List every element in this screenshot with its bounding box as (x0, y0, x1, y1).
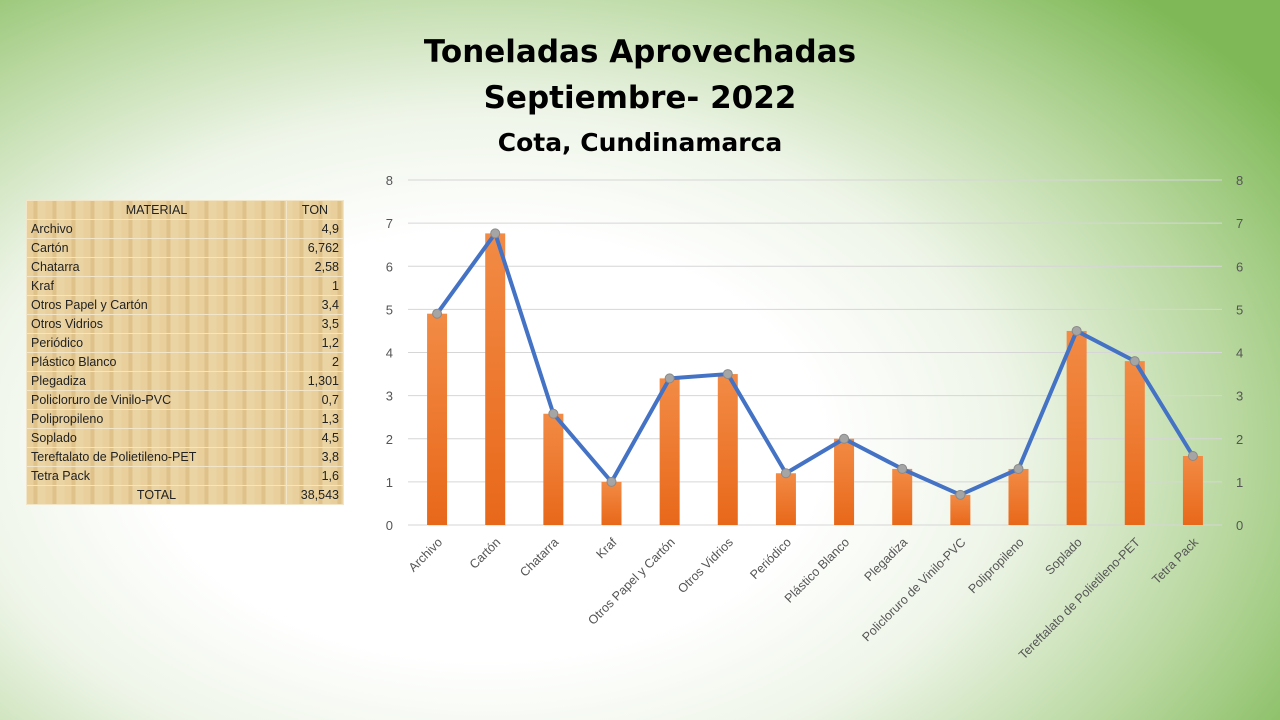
x-tick-label: Otros Vidrios (675, 535, 736, 596)
table-row: Kraf 1 (26, 276, 344, 296)
material-name: Kraf (26, 276, 287, 296)
material-name: Soplado (26, 428, 287, 448)
y-tick-right: 2 (1236, 432, 1243, 447)
series-line (435, 231, 1195, 497)
x-tick-label: Kraf (594, 535, 620, 561)
bar (427, 313, 448, 525)
table-row: Otros Papel y Cartón 3,4 (26, 295, 344, 315)
line-point (1071, 325, 1082, 336)
y-tick-right: 6 (1236, 259, 1243, 274)
line-point (897, 463, 908, 474)
y-tick-left: 3 (386, 389, 393, 404)
chart-title-date: Septiembre- 2022 (483, 80, 797, 116)
y-tick-left: 4 (386, 346, 393, 361)
line-point (490, 228, 501, 239)
y-tick-right: 7 (1236, 216, 1243, 231)
table-row: Plegadiza 1,301 (26, 371, 344, 391)
line-point (548, 408, 559, 419)
y-tick-right: 8 (1236, 173, 1243, 188)
table-row: Soplado 4,5 (26, 428, 344, 448)
y-tick-left: 8 (386, 173, 393, 188)
y-tick-left: 7 (386, 216, 393, 231)
material-ton: 3,8 (286, 447, 344, 467)
material-ton: 1,2 (286, 333, 344, 353)
x-tick-label: Chatarra (517, 535, 561, 579)
y-tick-left: 1 (386, 475, 393, 490)
bar (659, 378, 680, 525)
table-row: Polipropileno 1,3 (26, 409, 344, 429)
y-tick-right: 3 (1236, 389, 1243, 404)
y-tick-right: 4 (1236, 346, 1243, 361)
chart-title: Toneladas Aprovechadas (423, 34, 857, 70)
x-tick-label: Archivo (406, 535, 445, 574)
table-row: Policloruro de Vinilo-PVC 0,7 (26, 390, 344, 410)
line-point (780, 468, 791, 479)
y-tick-right: 1 (1236, 475, 1243, 490)
chart-subtitle: Cota, Cundinamarca (497, 128, 783, 157)
y-tick-left: 2 (386, 432, 393, 447)
line-point (606, 476, 617, 487)
bar (834, 438, 855, 525)
x-tick-label: Cartón (467, 535, 503, 571)
y-tick-right: 0 (1236, 518, 1243, 533)
table-row: Archivo 4,9 (26, 219, 344, 239)
total-value: 38,543 (286, 485, 344, 505)
material-name: Otros Papel y Cartón (26, 295, 287, 315)
table-row: Plástico Blanco 2 (26, 352, 344, 372)
table-row: Otros Vidrios 3,5 (26, 314, 344, 334)
line-point (722, 369, 733, 380)
bar (1008, 468, 1029, 525)
bar (775, 473, 796, 525)
bar (1182, 456, 1203, 525)
y-tick-left: 0 (386, 518, 393, 533)
bar (601, 481, 622, 525)
line-point (432, 308, 443, 319)
y-tick-left: 5 (386, 302, 393, 317)
bar (1124, 361, 1145, 525)
material-ton: 1,301 (286, 371, 344, 391)
table-row: Cartón 6,762 (26, 238, 344, 258)
bar (892, 468, 913, 525)
material-ton: 1,6 (286, 466, 344, 486)
total-label: TOTAL (26, 485, 287, 505)
material-ton: 6,762 (286, 238, 344, 258)
x-tick-label: Polipropileno (966, 535, 1027, 596)
line-point (955, 489, 966, 500)
x-tick-label: Tereftalato de Polietileno-PET (1016, 535, 1143, 662)
materials-table: MATERIAL TON Archivo 4,9 Cartón 6,762 Chatar… (26, 200, 344, 505)
bar (485, 233, 506, 526)
y-tick-right: 5 (1236, 302, 1243, 317)
x-tick-label: Soplado (1042, 535, 1084, 577)
material-name: Otros Vidrios (26, 314, 287, 334)
x-tick-label: Periódico (747, 535, 794, 582)
line-point (664, 373, 675, 384)
bar (950, 494, 971, 525)
material-ton: 3,4 (286, 295, 344, 315)
bar (717, 374, 738, 525)
x-tick-label: Plegadiza (862, 535, 911, 584)
bar (1066, 330, 1087, 525)
line-point (839, 433, 850, 444)
line-point (1013, 463, 1024, 474)
bar (543, 413, 564, 525)
material-ton: 2,58 (286, 257, 344, 277)
line-point (1129, 356, 1140, 367)
x-tick-label: Tetra Pack (1149, 535, 1201, 587)
y-tick-left: 6 (386, 259, 393, 274)
line-point (1187, 451, 1198, 461)
x-tick-label: Policloruro de Vinilo-PVC (859, 535, 968, 644)
